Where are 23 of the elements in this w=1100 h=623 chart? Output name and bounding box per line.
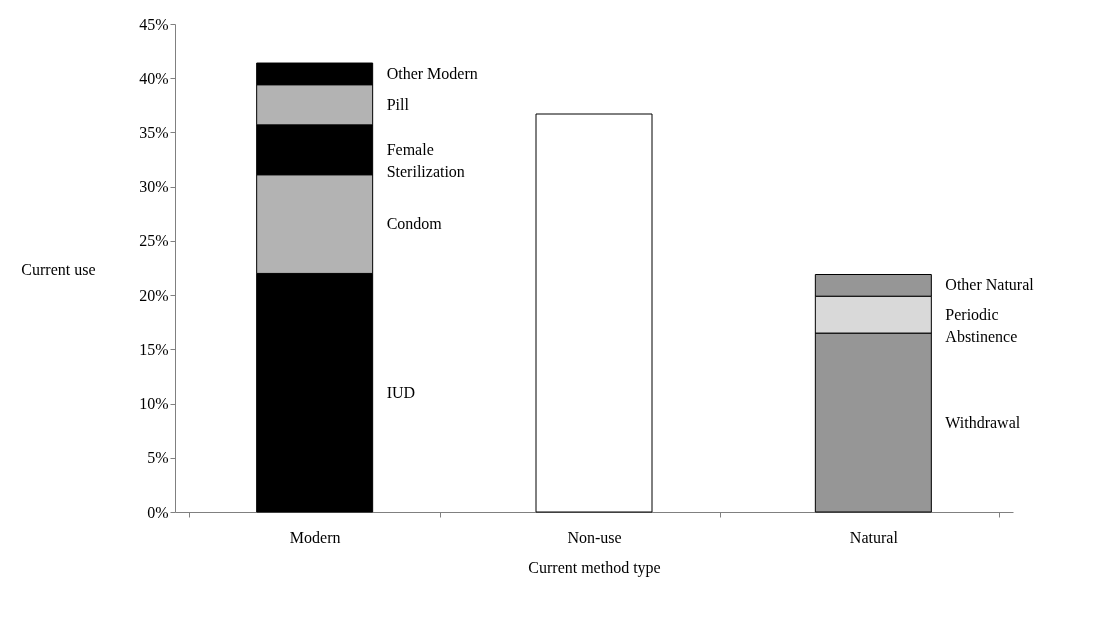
series-label: Female Sterilization <box>386 140 465 180</box>
y-tick-label: 45% <box>139 15 169 33</box>
y-tick-label: 30% <box>139 178 169 196</box>
series-label: Other Natural <box>945 276 1035 294</box>
y-axis-title: Current use <box>21 260 96 278</box>
series-label: Withdrawal <box>945 413 1021 431</box>
y-tick-label: 20% <box>139 286 169 304</box>
y-tick-label: 15% <box>139 340 169 358</box>
y-tick-label: 40% <box>139 69 169 87</box>
x-tick-label: Non-use <box>567 528 622 546</box>
series-label: Other Modern <box>386 64 478 82</box>
series-label: IUD <box>386 383 416 401</box>
x-axis-title: Current method type <box>528 558 661 577</box>
series-label: Pill <box>386 95 410 113</box>
y-tick-label: 35% <box>139 123 169 141</box>
x-tick-label: Modern <box>289 528 341 546</box>
series-label: Condom <box>386 215 443 233</box>
y-tick-label: 5% <box>147 449 169 467</box>
y-tick-label: 10% <box>139 395 169 413</box>
y-tick-label: 0% <box>147 503 169 521</box>
series-label: Periodic Abstinence <box>945 305 1018 345</box>
x-tick-label: Natural <box>849 528 899 546</box>
y-tick-label: 25% <box>139 232 169 250</box>
